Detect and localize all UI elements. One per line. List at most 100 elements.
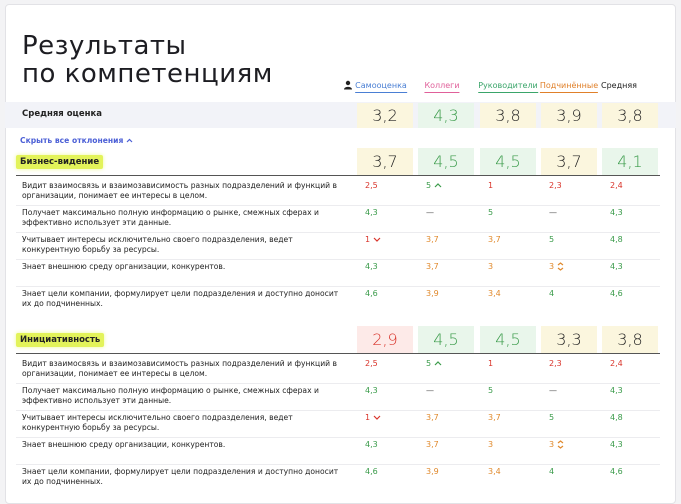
title: по компетенциям (22, 59, 273, 89)
row-value-text: 1 (365, 413, 371, 422)
row-value: 4,3 (365, 262, 378, 271)
row-value: 4,3 (365, 208, 378, 217)
section-score: 4,5 (480, 326, 536, 353)
row-value: 3,4 (488, 289, 501, 298)
row-text: Получает максимально полную информацию о… (22, 208, 319, 227)
toggle-deviations[interactable]: Скрыть все отклонения (20, 136, 133, 145)
trend-icon (557, 262, 564, 271)
row-value-text: 4,6 (365, 467, 378, 476)
trend-icon (373, 237, 381, 242)
row-value-text: 3 (549, 262, 555, 271)
average-score: 3,8 (480, 103, 536, 128)
row-value: 4,3 (610, 386, 623, 395)
row-value: 3,7 (426, 262, 439, 271)
row-text: Знает цели компании, формулирует цели по… (22, 467, 339, 486)
section-label: Бизнес-видение (16, 155, 104, 169)
row-value-text: 4,8 (610, 235, 623, 244)
column-header: Руководители (478, 81, 538, 93)
row-text: Видит взаимосвязь и взаимозависимость ра… (22, 181, 337, 200)
section-score: 3,7 (357, 148, 413, 175)
row-value: 3 (549, 440, 565, 449)
row-value-text: 5 (488, 386, 494, 395)
row-value: 2,5 (365, 359, 378, 368)
row-value: — (426, 208, 434, 217)
row-value-text: 1 (488, 181, 494, 190)
row-value-text: 1 (365, 235, 371, 244)
row-value-text: 3,7 (488, 235, 501, 244)
row-value: 5 (549, 413, 554, 422)
row-value: — (549, 208, 557, 217)
column-header: Самооценка (355, 81, 407, 93)
row-divider (16, 437, 660, 438)
row-value-text: 4,6 (365, 289, 378, 298)
row-value: 1 (488, 181, 493, 190)
section-score: 4,5 (418, 326, 474, 353)
row-value-text: 4,6 (610, 467, 623, 476)
row-value: 4,8 (610, 235, 623, 244)
row-value: 5 (488, 208, 493, 217)
row-text: Получает максимально полную информацию о… (22, 386, 319, 405)
trend-icon (434, 361, 442, 366)
row-value-text: 3 (488, 440, 494, 449)
section-score: 4,1 (602, 148, 658, 175)
section-label: Инициативность (16, 333, 105, 347)
section-score: 3,8 (602, 326, 658, 353)
row-value: 4,3 (610, 440, 623, 449)
row-value: 2,4 (610, 181, 623, 190)
row-value-text: 3,9 (426, 289, 439, 298)
row-value-text: 4,3 (610, 440, 623, 449)
row-value-text: 3,7 (426, 440, 439, 449)
section-score: 3,3 (541, 326, 597, 353)
row-value: 4,6 (610, 467, 623, 476)
average-score: 3,9 (541, 103, 597, 128)
row-value-text: — (426, 386, 434, 395)
trend-icon (373, 415, 381, 420)
row-value: 3,7 (488, 413, 501, 422)
toggle-text: Скрыть все отклонения (20, 136, 124, 145)
row-value: 5 (426, 181, 442, 190)
section-score: 3,7 (541, 148, 597, 175)
row-value-text: 4,3 (610, 208, 623, 217)
row-value: 4,8 (610, 413, 623, 422)
row-value-text: 3,4 (488, 467, 501, 476)
row-text: Видит взаимосвязь и взаимозависимость ра… (22, 359, 337, 378)
row-value: 3,4 (488, 467, 501, 476)
row-value-text: 3 (488, 262, 494, 271)
section-divider (16, 175, 660, 176)
row-value-text: — (549, 386, 557, 395)
row-value-text: 5 (549, 235, 555, 244)
trend-icon (557, 440, 564, 449)
row-value-text: 3 (549, 440, 555, 449)
row-text: Учитывает интересы исключительно своего … (22, 413, 293, 432)
row-value: 3,7 (426, 413, 439, 422)
row-value-text: 3,7 (426, 262, 439, 271)
row-divider (16, 232, 660, 233)
row-value-text: 4,8 (610, 413, 623, 422)
row-value: 4,3 (610, 208, 623, 217)
row-value-text: 4,3 (365, 440, 378, 449)
row-value: — (549, 386, 557, 395)
row-divider (16, 259, 660, 260)
row-value-text: 4 (549, 289, 555, 298)
row-value: 3,9 (426, 467, 439, 476)
row-value: 3,7 (488, 235, 501, 244)
row-value-text: — (549, 208, 557, 217)
row-text: Знает внешнюю среду организации, конкуре… (22, 440, 226, 449)
row-value: 2,4 (610, 359, 623, 368)
row-value: 3 (488, 262, 493, 271)
row-value: 2,3 (549, 181, 562, 190)
row-value-text: 3,7 (488, 413, 501, 422)
row-value-text: 4,3 (610, 262, 623, 271)
chevron-up (126, 138, 133, 143)
section-score: 2,9 (357, 326, 413, 353)
row-value: 3 (549, 262, 565, 271)
row-value-text: 2,3 (549, 359, 562, 368)
column-header: Подчинённые (539, 81, 599, 93)
column-header: Средняя (601, 81, 637, 90)
average-score: 3,8 (602, 103, 658, 128)
trend-icon (434, 183, 442, 188)
row-value-text: 4 (549, 467, 555, 476)
row-value: 4,6 (365, 467, 378, 476)
average-score: 3,2 (357, 103, 413, 128)
